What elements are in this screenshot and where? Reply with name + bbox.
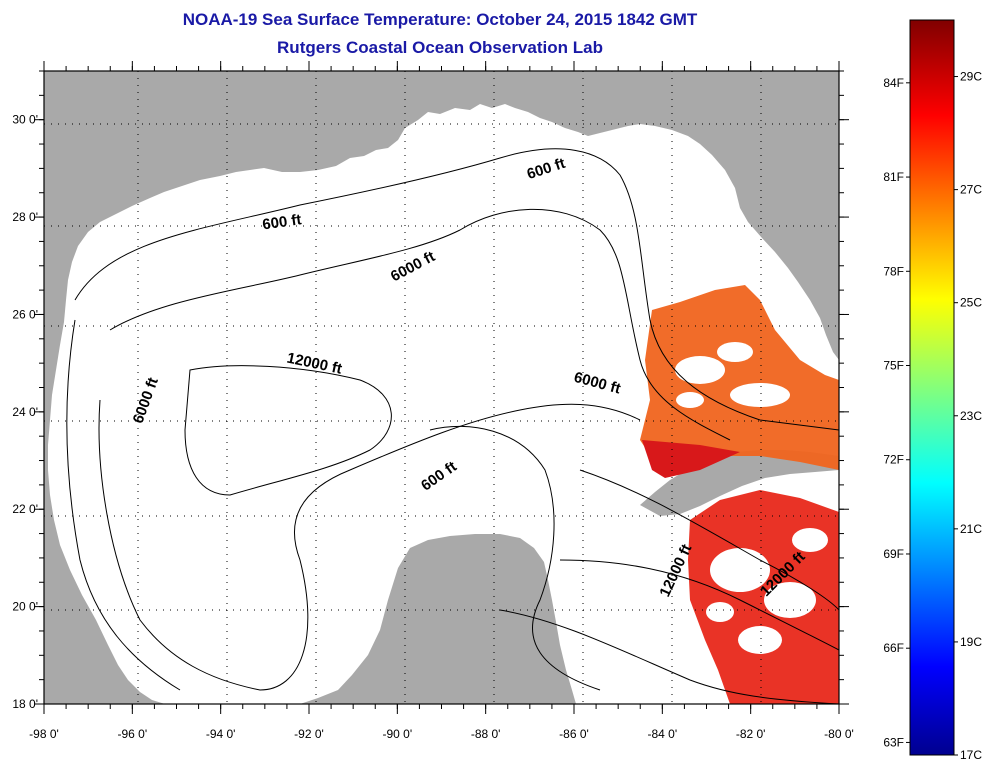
colorbar-fahrenheit-label: 63F xyxy=(883,735,904,749)
lat-tick-label: 26 0' xyxy=(12,307,38,321)
us-landmass xyxy=(44,71,839,704)
map-title: NOAA-19 Sea Surface Temperature: October… xyxy=(182,10,698,29)
colorbar-celsius-label: 27C xyxy=(960,183,982,197)
colorbar-celsius-label: 25C xyxy=(960,296,982,310)
colorbar-fahrenheit-label: 66F xyxy=(883,641,904,655)
lon-tick-label: -92 0' xyxy=(294,727,324,741)
map-subtitle: Rutgers Coastal Ocean Observation Lab xyxy=(277,38,603,57)
colorbar-fahrenheit-label: 78F xyxy=(883,264,904,278)
map-grid xyxy=(44,71,839,704)
lat-tick-label: 22 0' xyxy=(12,502,38,516)
contour-label: 600 ft xyxy=(261,211,302,233)
colorbar-fahrenheit-label: 69F xyxy=(883,547,904,561)
colorbar-celsius-label: 29C xyxy=(960,70,982,84)
lat-tick-label: 24 0' xyxy=(12,405,38,419)
lon-tick-label: -86 0' xyxy=(559,727,589,741)
colorbar-celsius-label: 17C xyxy=(960,748,982,762)
lon-tick-label: -80 0' xyxy=(824,727,854,741)
colorbar xyxy=(909,19,955,756)
colorbar-celsius-label: 23C xyxy=(960,409,982,423)
lon-tick-label: -88 0' xyxy=(471,727,501,741)
lat-tick-label: 30 0' xyxy=(12,113,38,127)
colorbar-fahrenheit-label: 72F xyxy=(883,453,904,467)
lon-tick-label: -98 0' xyxy=(29,727,59,741)
cuba-landmass xyxy=(640,450,839,516)
lon-tick-label: -96 0' xyxy=(118,727,148,741)
lon-tick-label: -94 0' xyxy=(206,727,236,741)
cloud-speckle xyxy=(675,342,828,654)
lat-tick-label: 28 0' xyxy=(12,210,38,224)
lat-tick-label: 20 0' xyxy=(12,600,38,614)
sst-patch-cuba-west xyxy=(642,440,740,478)
yucatan-landmass xyxy=(300,534,576,704)
colorbar-celsius-label: 19C xyxy=(960,635,982,649)
colorbar-fahrenheit-label: 81F xyxy=(883,170,904,184)
lat-tick-label: 18 0' xyxy=(12,697,38,711)
lon-tick-label: -82 0' xyxy=(736,727,766,741)
bathymetry-contours xyxy=(66,148,839,704)
colorbar-fahrenheit-label: 84F xyxy=(883,76,904,90)
colorbar-fahrenheit-label: 75F xyxy=(883,359,904,373)
colorbar-celsius-label: 21C xyxy=(960,522,982,536)
lon-tick-label: -90 0' xyxy=(383,727,413,741)
lon-tick-label: -84 0' xyxy=(648,727,678,741)
